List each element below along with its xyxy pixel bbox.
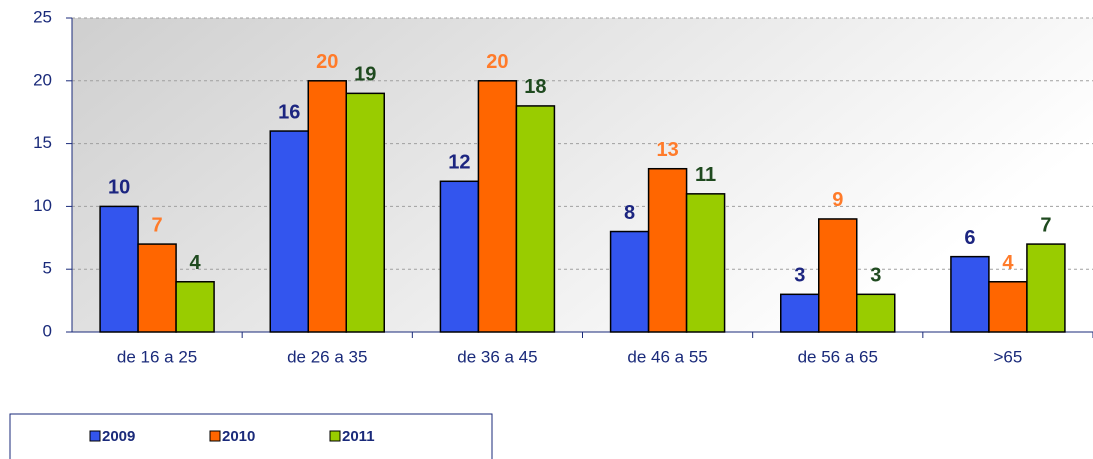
- bar: [818, 218, 858, 333]
- bar: [175, 281, 215, 333]
- y-tick-label: 10: [33, 196, 52, 215]
- x-tick-label: de 46 a 55: [627, 347, 707, 366]
- legend-label: 2011: [342, 428, 375, 445]
- bar: [137, 243, 177, 333]
- value-label: 9: [832, 189, 843, 211]
- value-label: 6: [964, 227, 975, 249]
- value-label: 16: [278, 101, 300, 123]
- value-label: 8: [624, 202, 635, 224]
- bar: [1026, 243, 1066, 333]
- bar: [307, 80, 347, 333]
- value-label: 3: [870, 265, 881, 287]
- value-label: 10: [108, 177, 130, 199]
- value-label: 20: [486, 51, 508, 73]
- legend-label: 2009: [102, 428, 135, 445]
- bar: [515, 105, 556, 333]
- bar: [780, 293, 820, 333]
- bar: [950, 255, 990, 333]
- x-tick-label: de 16 a 25: [117, 347, 197, 366]
- legend-swatch: [89, 430, 101, 442]
- legend-swatch: [209, 430, 221, 442]
- value-label: 19: [354, 64, 376, 86]
- value-label: 18: [524, 76, 546, 98]
- bar: [345, 92, 385, 333]
- y-tick-label: 20: [33, 70, 52, 89]
- bar: [477, 80, 518, 333]
- y-tick-label: 25: [33, 7, 52, 26]
- value-label: 4: [190, 252, 202, 274]
- y-tick-label: 15: [33, 133, 52, 152]
- bar: [609, 230, 650, 333]
- y-tick-label: 5: [43, 259, 52, 278]
- x-tick-label: >65: [993, 347, 1022, 366]
- plot-area: [72, 18, 1093, 332]
- value-label: 20: [316, 51, 338, 73]
- bar: [439, 180, 480, 333]
- bar: [269, 130, 309, 333]
- value-label: 7: [1040, 214, 1051, 236]
- bar: [685, 193, 726, 333]
- legend-label: 2010: [222, 428, 255, 445]
- x-tick-label: de 36 a 45: [457, 347, 537, 366]
- x-tick-label: de 26 a 35: [287, 347, 367, 366]
- x-tick-label: de 56 a 65: [798, 347, 878, 366]
- value-label: 7: [152, 214, 163, 236]
- legend-swatch: [329, 430, 341, 442]
- value-label: 13: [656, 139, 678, 161]
- value-label: 3: [794, 265, 805, 287]
- value-label: 12: [448, 152, 470, 174]
- value-label: 11: [695, 164, 716, 186]
- bar: [99, 205, 139, 333]
- y-tick-label: 0: [43, 321, 52, 340]
- value-label: 4: [1002, 252, 1014, 274]
- bar: [988, 281, 1028, 333]
- bar: [856, 293, 896, 333]
- bar: [647, 167, 688, 333]
